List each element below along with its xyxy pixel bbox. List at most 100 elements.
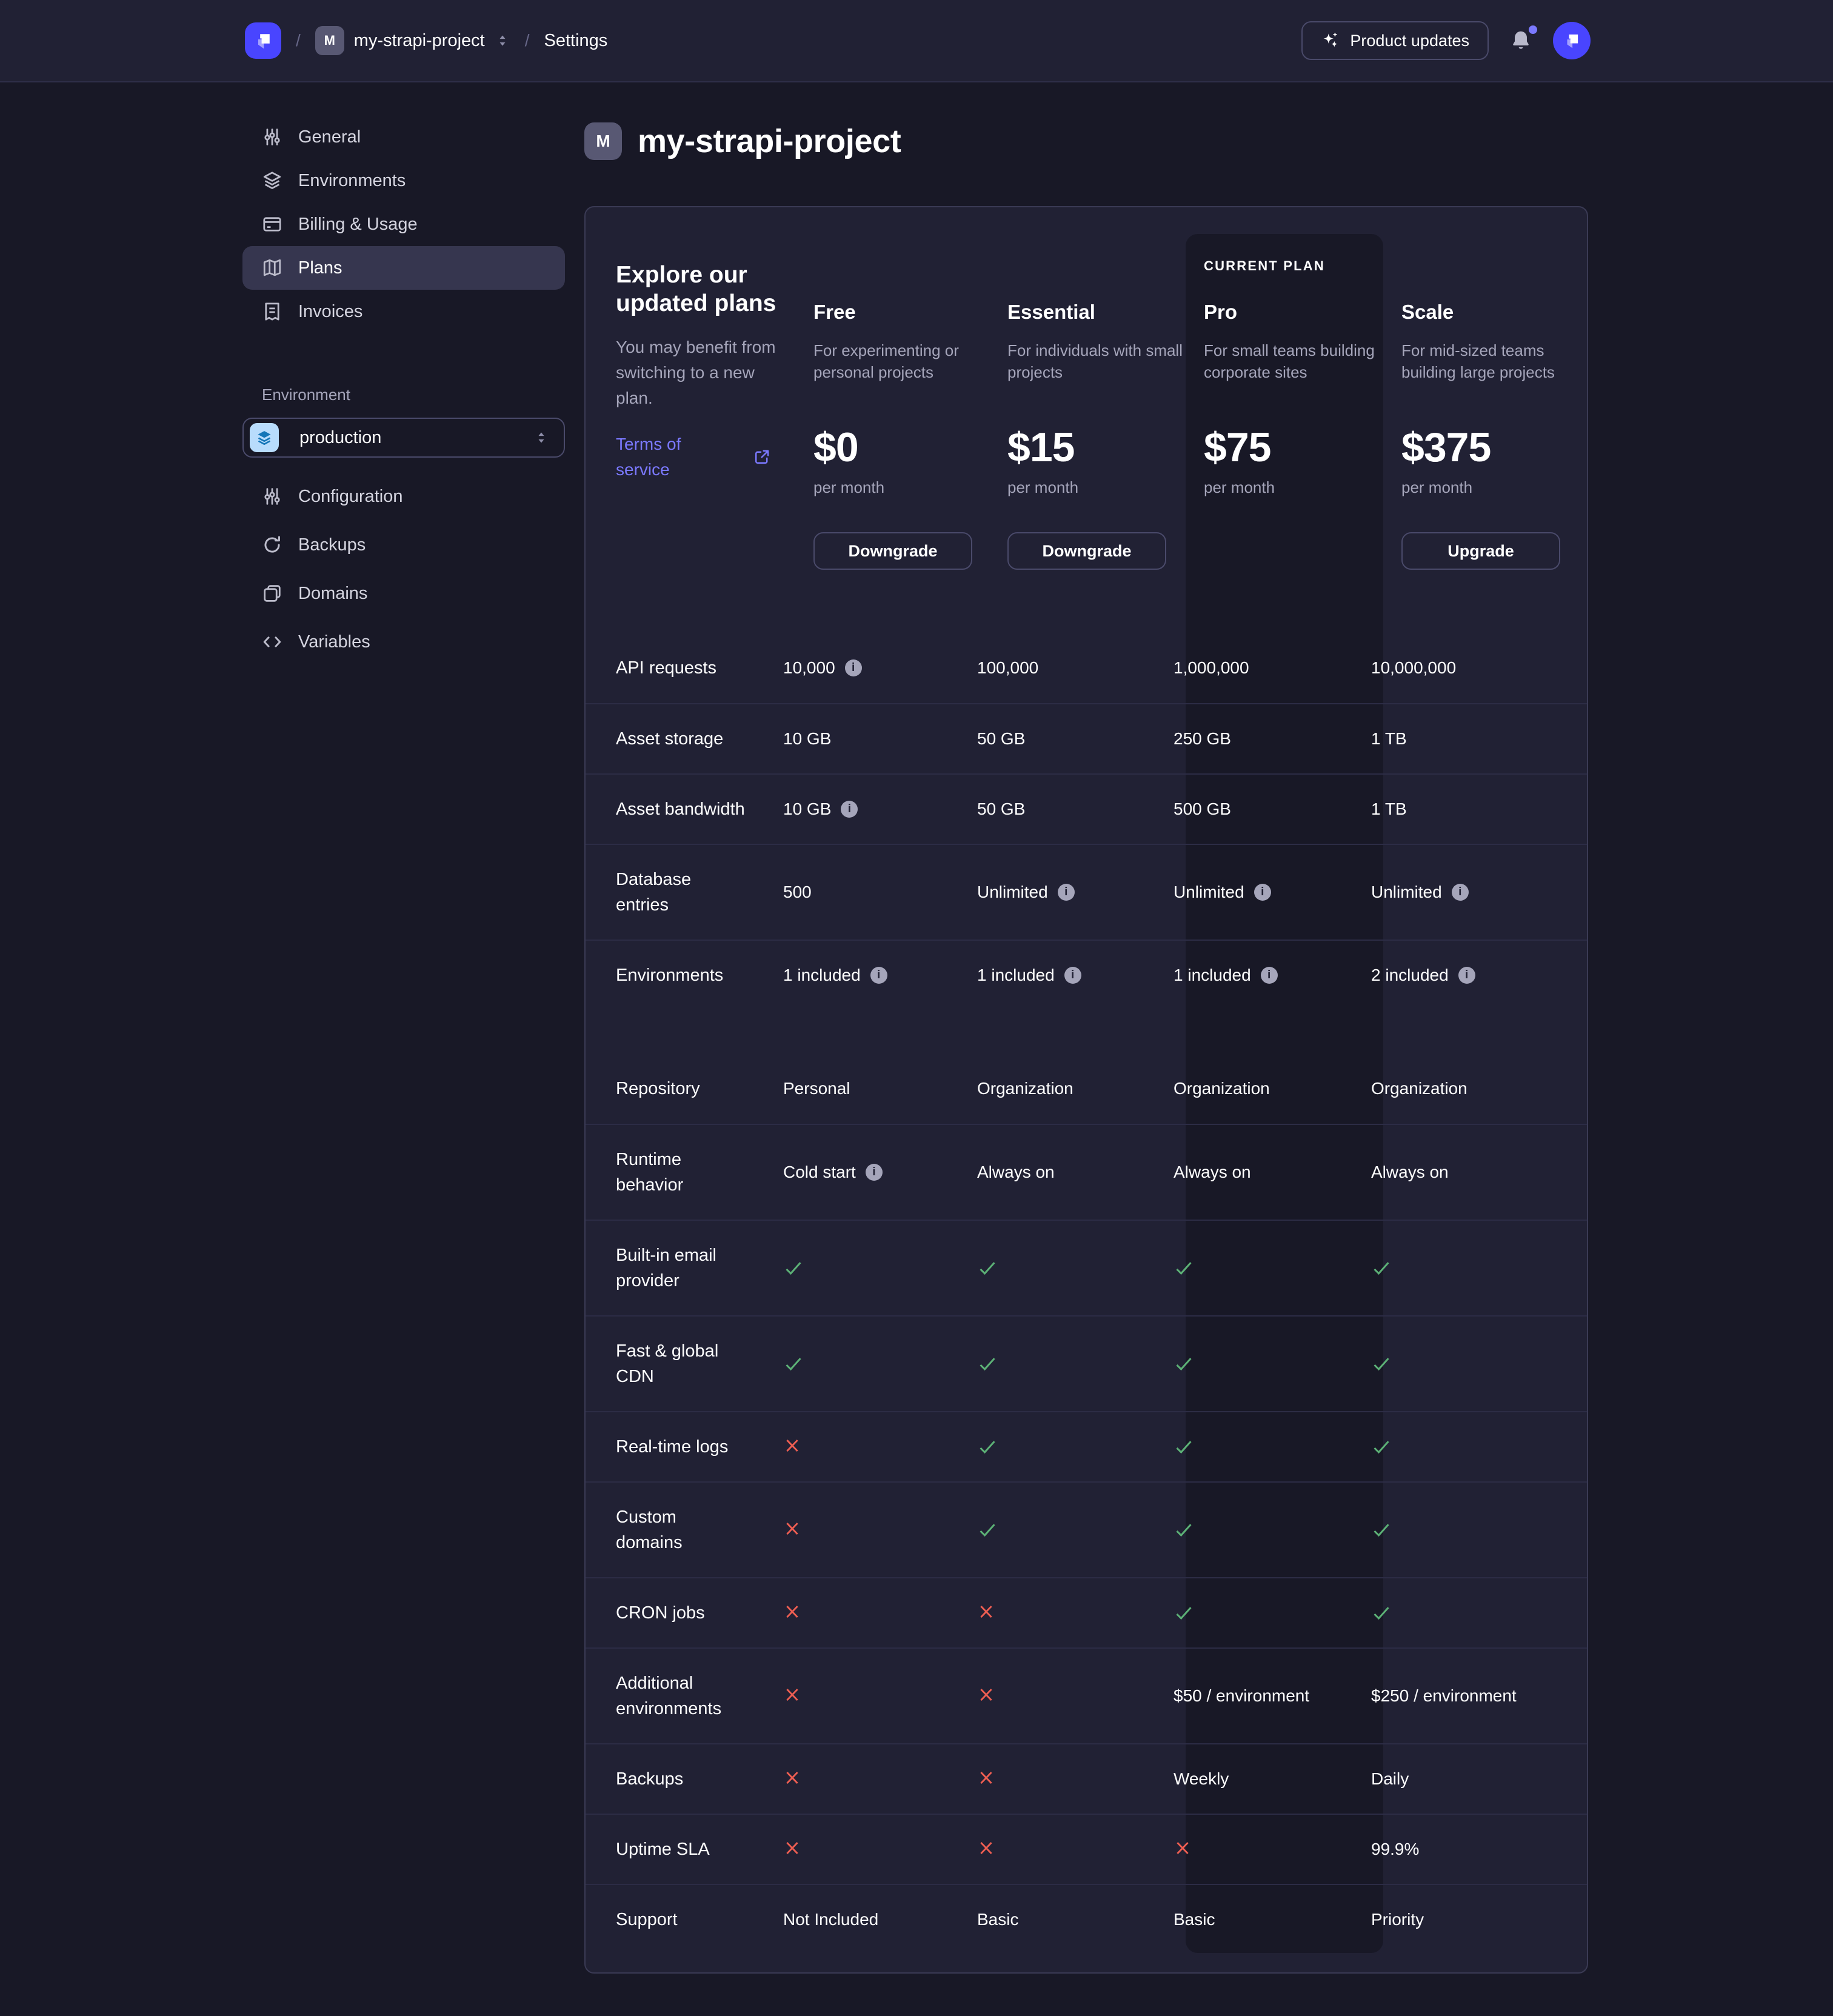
feature-cell: Unlimited i	[1371, 883, 1587, 902]
sidebar-item-general[interactable]: General	[242, 115, 565, 159]
feature-label: Environments	[616, 966, 724, 985]
feature-label: Built-in email provider	[616, 1246, 716, 1290]
sidebar-item-label: Environments	[298, 170, 406, 190]
notifications-button[interactable]	[1509, 25, 1537, 52]
feature-row-asset-bandwidth: Asset bandwidth 10 GB i 50 GB 500 GB 1 TB	[586, 773, 1587, 844]
feature-cell	[1371, 1520, 1587, 1540]
feature-label: Database entries	[616, 870, 692, 915]
feature-cell: 10,000 i	[783, 658, 977, 678]
sidebar-item-invoices[interactable]: Invoices	[242, 290, 565, 333]
feature-value: 1 TB	[1371, 729, 1407, 748]
sidebar-item-billing-usage[interactable]: Billing & Usage	[242, 202, 565, 246]
feature-cell: 500	[783, 883, 977, 902]
page-title-row: M my-strapi-project	[584, 122, 1588, 160]
feature-value: 1 TB	[1371, 799, 1407, 818]
feature-cell: Unlimited i	[1174, 883, 1371, 902]
feature-cell: Organization	[977, 1079, 1174, 1098]
feature-cell: 99.9%	[1371, 1840, 1587, 1859]
plans-panel: Explore our updated plans You may benefi…	[584, 206, 1588, 1974]
sidebar-item-variables[interactable]: Variables	[242, 618, 565, 666]
account-avatar[interactable]	[1553, 22, 1591, 59]
breadcrumb-section[interactable]: Settings	[544, 30, 608, 50]
layers-icon	[262, 170, 282, 191]
info-icon[interactable]: i	[841, 801, 858, 818]
plans-intro-title: Explore our updated plans	[616, 262, 776, 316]
feature-cell: Unlimited i	[977, 883, 1174, 902]
feature-value: Weekly	[1174, 1769, 1229, 1788]
check-icon	[1371, 1258, 1392, 1278]
page-title: my-strapi-project	[638, 123, 901, 159]
plans-header: Explore our updated plans You may benefi…	[586, 207, 1587, 633]
plan-price: $15	[1007, 424, 1075, 470]
environment-section-label: Environment	[262, 386, 350, 404]
feature-row-custom-domains: Custom domains	[586, 1481, 1587, 1577]
plan-price: $0	[813, 424, 859, 470]
info-icon[interactable]: i	[1254, 884, 1271, 901]
chevron-sort-icon[interactable]	[495, 33, 510, 48]
cross-icon	[977, 1839, 998, 1860]
info-icon[interactable]: i	[844, 659, 862, 676]
check-icon	[1174, 1603, 1194, 1623]
feature-row-fast-global-cdn: Fast & global CDN	[586, 1315, 1587, 1411]
environment-value: production	[299, 427, 382, 447]
environment-nav: Configuration Backups Domains Variables	[242, 472, 565, 666]
check-icon	[977, 1437, 998, 1457]
current-plan-label: CURRENT PLAN	[1204, 258, 1325, 273]
terms-of-service-label: Terms of service	[616, 435, 681, 479]
feature-cell: 50 GB	[977, 799, 1174, 819]
feature-cell	[1174, 1520, 1371, 1540]
info-icon[interactable]: i	[1064, 967, 1081, 984]
check-icon	[1174, 1437, 1194, 1457]
current-plan-highlight	[1186, 234, 1383, 1953]
environment-select[interactable]: production	[242, 418, 565, 458]
feature-value: Organization	[1174, 1079, 1270, 1098]
info-icon[interactable]: i	[1057, 884, 1075, 901]
plan-description: For mid-sized teams building large proje…	[1401, 341, 1555, 381]
feature-cell	[977, 1603, 1174, 1623]
feature-row-environments: Environments 1 included i 1 included i 1 incl…	[586, 940, 1587, 1053]
upgrade-button[interactable]: Upgrade	[1401, 532, 1560, 570]
breadcrumb-project-switcher[interactable]: M my-strapi-project	[315, 26, 510, 55]
cross-icon	[977, 1603, 998, 1623]
downgrade-button[interactable]: Downgrade	[813, 532, 972, 570]
plan-column-essential: Essential For individuals with small pro…	[1007, 251, 1204, 570]
feature-row-asset-storage: Asset storage 10 GB 50 GB 250 GB 1 TB	[586, 703, 1587, 773]
sidebar-item-domains[interactable]: Domains	[242, 569, 565, 618]
feature-label: Custom domains	[616, 1507, 683, 1552]
sidebar-item-label: Backups	[298, 535, 366, 555]
sidebar-item-backups[interactable]: Backups	[242, 521, 565, 569]
sidebar-item-configuration[interactable]: Configuration	[242, 472, 565, 521]
feature-cell	[783, 1686, 977, 1706]
info-icon[interactable]: i	[865, 1164, 883, 1181]
feature-value: 1 included	[977, 966, 1055, 984]
sidebar-item-label: General	[298, 127, 361, 147]
check-icon	[1371, 1520, 1392, 1540]
plan-period: per month	[1401, 478, 1473, 496]
sidebar-item-environments[interactable]: Environments	[242, 159, 565, 202]
feature-row-built-in-email-provider: Built-in email provider	[586, 1220, 1587, 1315]
sliders-icon	[262, 486, 282, 507]
feature-cell	[1174, 1353, 1371, 1374]
downgrade-button[interactable]: Downgrade	[1007, 532, 1166, 570]
info-icon[interactable]: i	[1260, 967, 1278, 984]
feature-value: 10 GB	[783, 799, 832, 818]
info-icon[interactable]: i	[870, 967, 887, 984]
feature-value: Always on	[977, 1163, 1055, 1181]
strapi-logo[interactable]	[245, 22, 281, 59]
info-icon[interactable]: i	[1458, 967, 1475, 984]
chevron-sort-icon	[538, 432, 544, 443]
info-icon[interactable]: i	[1451, 884, 1469, 901]
feature-value: Organization	[977, 1079, 1073, 1098]
feature-row-runtime-behavior: Runtime behavior Cold start i Always on Alwa…	[586, 1124, 1587, 1220]
terms-of-service-link[interactable]: Terms of service	[616, 432, 771, 482]
feature-row-real-time-logs: Real-time logs	[586, 1411, 1587, 1481]
sidebar-item-label: Plans	[298, 258, 342, 278]
feature-row-api-requests: API requests 10,000 i 100,000 1,000,000 10,00…	[586, 633, 1587, 703]
check-icon	[1371, 1437, 1392, 1457]
product-updates-button[interactable]: Product updates	[1301, 21, 1489, 60]
feature-cell	[977, 1353, 1174, 1374]
check-icon	[783, 1258, 804, 1278]
feature-label: Repository	[616, 1079, 700, 1098]
feature-row-database-entries: Database entries 500 Unlimited i Unlimited i U…	[586, 844, 1587, 940]
sidebar-item-plans[interactable]: Plans	[242, 246, 565, 290]
